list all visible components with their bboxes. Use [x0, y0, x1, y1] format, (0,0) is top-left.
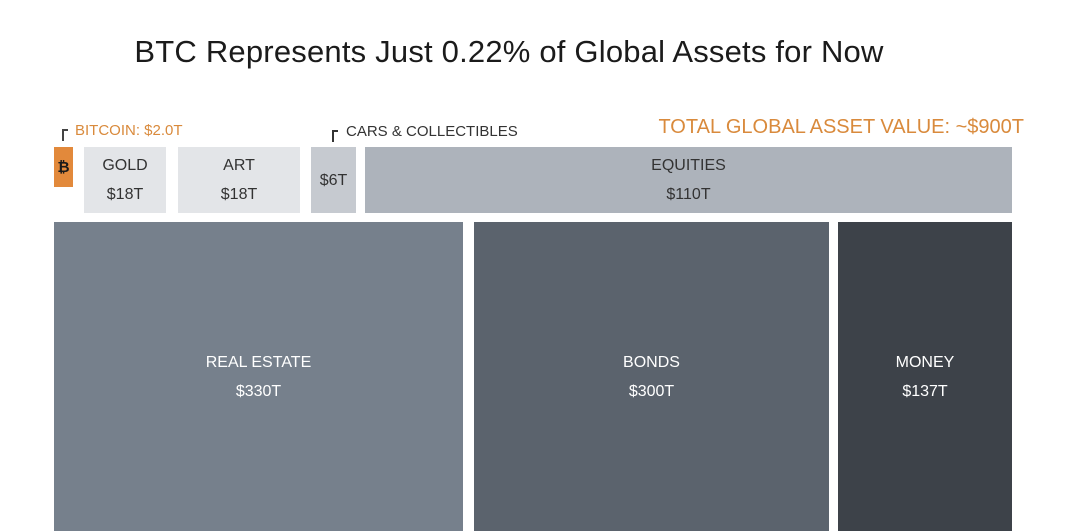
- bitcoin-icon: ₿: [57, 158, 70, 176]
- tile-value-bonds: $300T: [628, 382, 675, 400]
- tile-label-real-estate: REAL ESTATE: [205, 353, 312, 371]
- tile-value-real-estate: $330T: [235, 382, 282, 400]
- treemap-tile-cars-collectibles: $6T: [311, 147, 356, 213]
- tile-value-money: $137T: [902, 382, 948, 400]
- treemap-tile-equities: EQUITIES $110T: [365, 147, 1012, 213]
- treemap-tile-real-estate: REAL ESTATE $330T: [54, 222, 463, 531]
- tile-value-art: $18T: [220, 186, 258, 203]
- treemap-tile-gold: GOLD $18T: [84, 147, 166, 213]
- tile-value-cars-collectibles: $6T: [319, 171, 348, 189]
- tile-label-bonds: BONDS: [623, 353, 680, 371]
- tile-label-money: MONEY: [895, 353, 955, 371]
- tile-value-equities: $110T: [666, 186, 711, 203]
- bitcoin-callout-label: BITCOIN: $2.0T: [75, 122, 183, 139]
- bracket-tick-icon: [332, 130, 338, 142]
- treemap-tile-art: ART $18T: [178, 147, 300, 213]
- chart-title: BTC Represents Just 0.22% of Global Asse…: [134, 34, 884, 69]
- treemap-tile-money: MONEY $137T: [838, 222, 1012, 531]
- cars-collectibles-callout-label: CARS & COLLECTIBLES: [346, 123, 518, 140]
- tile-label-equities: EQUITIES: [651, 157, 726, 174]
- bitcoin-tile: ₿: [54, 147, 73, 187]
- tile-label-gold: GOLD: [102, 157, 148, 174]
- bracket-tick-icon: [62, 129, 68, 141]
- bitcoin-callout: BITCOIN: $2.0T: [62, 122, 183, 141]
- cars-collectibles-callout: CARS & COLLECTIBLES: [332, 123, 518, 142]
- treemap-tile-bonds: BONDS $300T: [474, 222, 829, 531]
- total-asset-value-label: TOTAL GLOBAL ASSET VALUE: ~$900T: [658, 116, 1024, 138]
- tile-value-gold: $18T: [106, 186, 144, 203]
- tile-label-art: ART: [223, 157, 255, 174]
